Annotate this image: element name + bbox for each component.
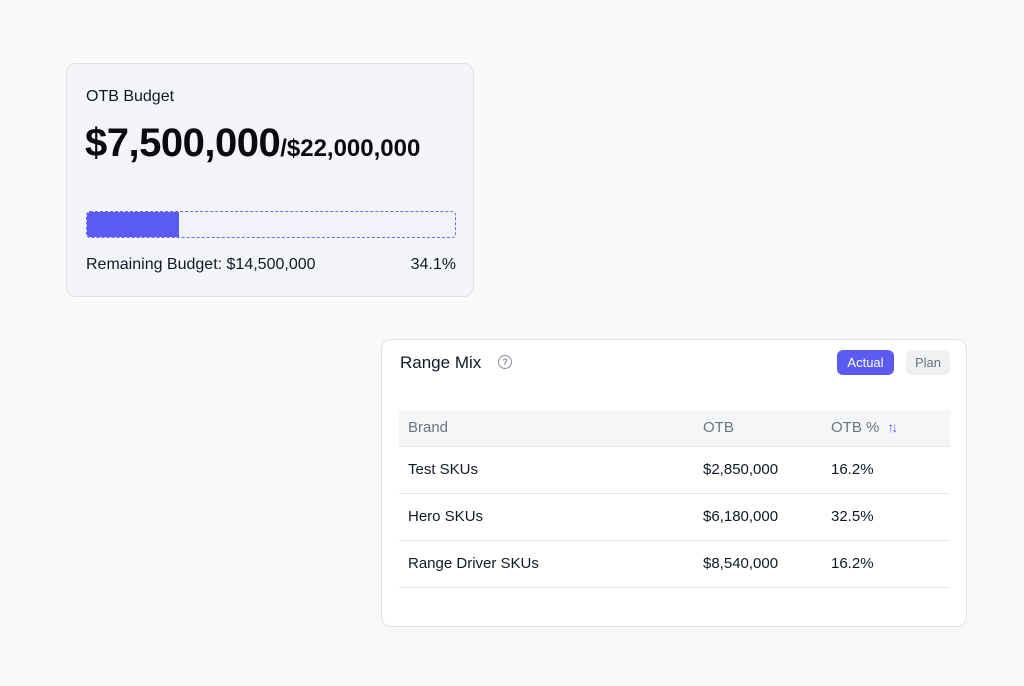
table-row: Hero SKUs $6,180,000 32.5% xyxy=(399,493,950,541)
remaining-budget-label: Remaining Budget: $14,500,000 xyxy=(86,256,316,273)
column-header-otb-pct[interactable]: OTB % ↑↓ xyxy=(822,410,950,447)
otb-budget-card: OTB Budget $7,500,000/$22,000,000 Remain… xyxy=(66,63,474,297)
cell-otb: $2,850,000 xyxy=(694,446,822,494)
cell-brand: Test SKUs xyxy=(399,446,694,494)
budget-amount: $7,500,000/$22,000,000 xyxy=(85,121,420,166)
column-header-otb: OTB xyxy=(694,410,822,447)
budget-title: OTB Budget xyxy=(86,88,175,105)
budget-total-value: /$22,000,000 xyxy=(280,135,421,162)
toggle-actual-button[interactable]: Actual xyxy=(837,350,894,375)
cell-otb: $8,540,000 xyxy=(694,540,822,588)
table-row: Test SKUs $2,850,000 16.2% xyxy=(399,446,950,494)
cell-otb-pct: 32.5% xyxy=(822,493,950,541)
table-row: Range Driver SKUs $8,540,000 16.2% xyxy=(399,540,950,588)
column-header-brand: Brand xyxy=(399,410,694,447)
budget-footer: Remaining Budget: $14,500,000 34.1% xyxy=(86,256,456,274)
table-header-row: Brand OTB OTB % ↑↓ xyxy=(399,410,950,447)
column-header-otb-pct-label: OTB % xyxy=(831,419,880,437)
budget-percent: 34.1% xyxy=(410,256,456,273)
budget-progress-bar xyxy=(86,211,456,238)
toggle-plan-button[interactable]: Plan xyxy=(906,350,950,375)
cell-otb: $6,180,000 xyxy=(694,493,822,541)
cell-otb-pct: 16.2% xyxy=(822,540,950,588)
budget-progress-fill xyxy=(87,212,179,237)
cell-brand: Hero SKUs xyxy=(399,493,694,541)
range-mix-table: Brand OTB OTB % ↑↓ Test SKUs $2,850,000 1… xyxy=(399,410,950,588)
cell-brand: Range Driver SKUs xyxy=(399,540,694,588)
range-mix-card: Range Mix ? Actual Plan Brand OTB OTB % ↑… xyxy=(381,339,967,627)
sort-arrows-icon[interactable]: ↑↓ xyxy=(887,419,898,436)
question-circle-icon[interactable]: ? xyxy=(498,355,512,369)
range-mix-title: Range Mix xyxy=(400,353,482,372)
budget-spent-value: $7,500,000 xyxy=(85,121,281,165)
cell-otb-pct: 16.2% xyxy=(822,446,950,494)
